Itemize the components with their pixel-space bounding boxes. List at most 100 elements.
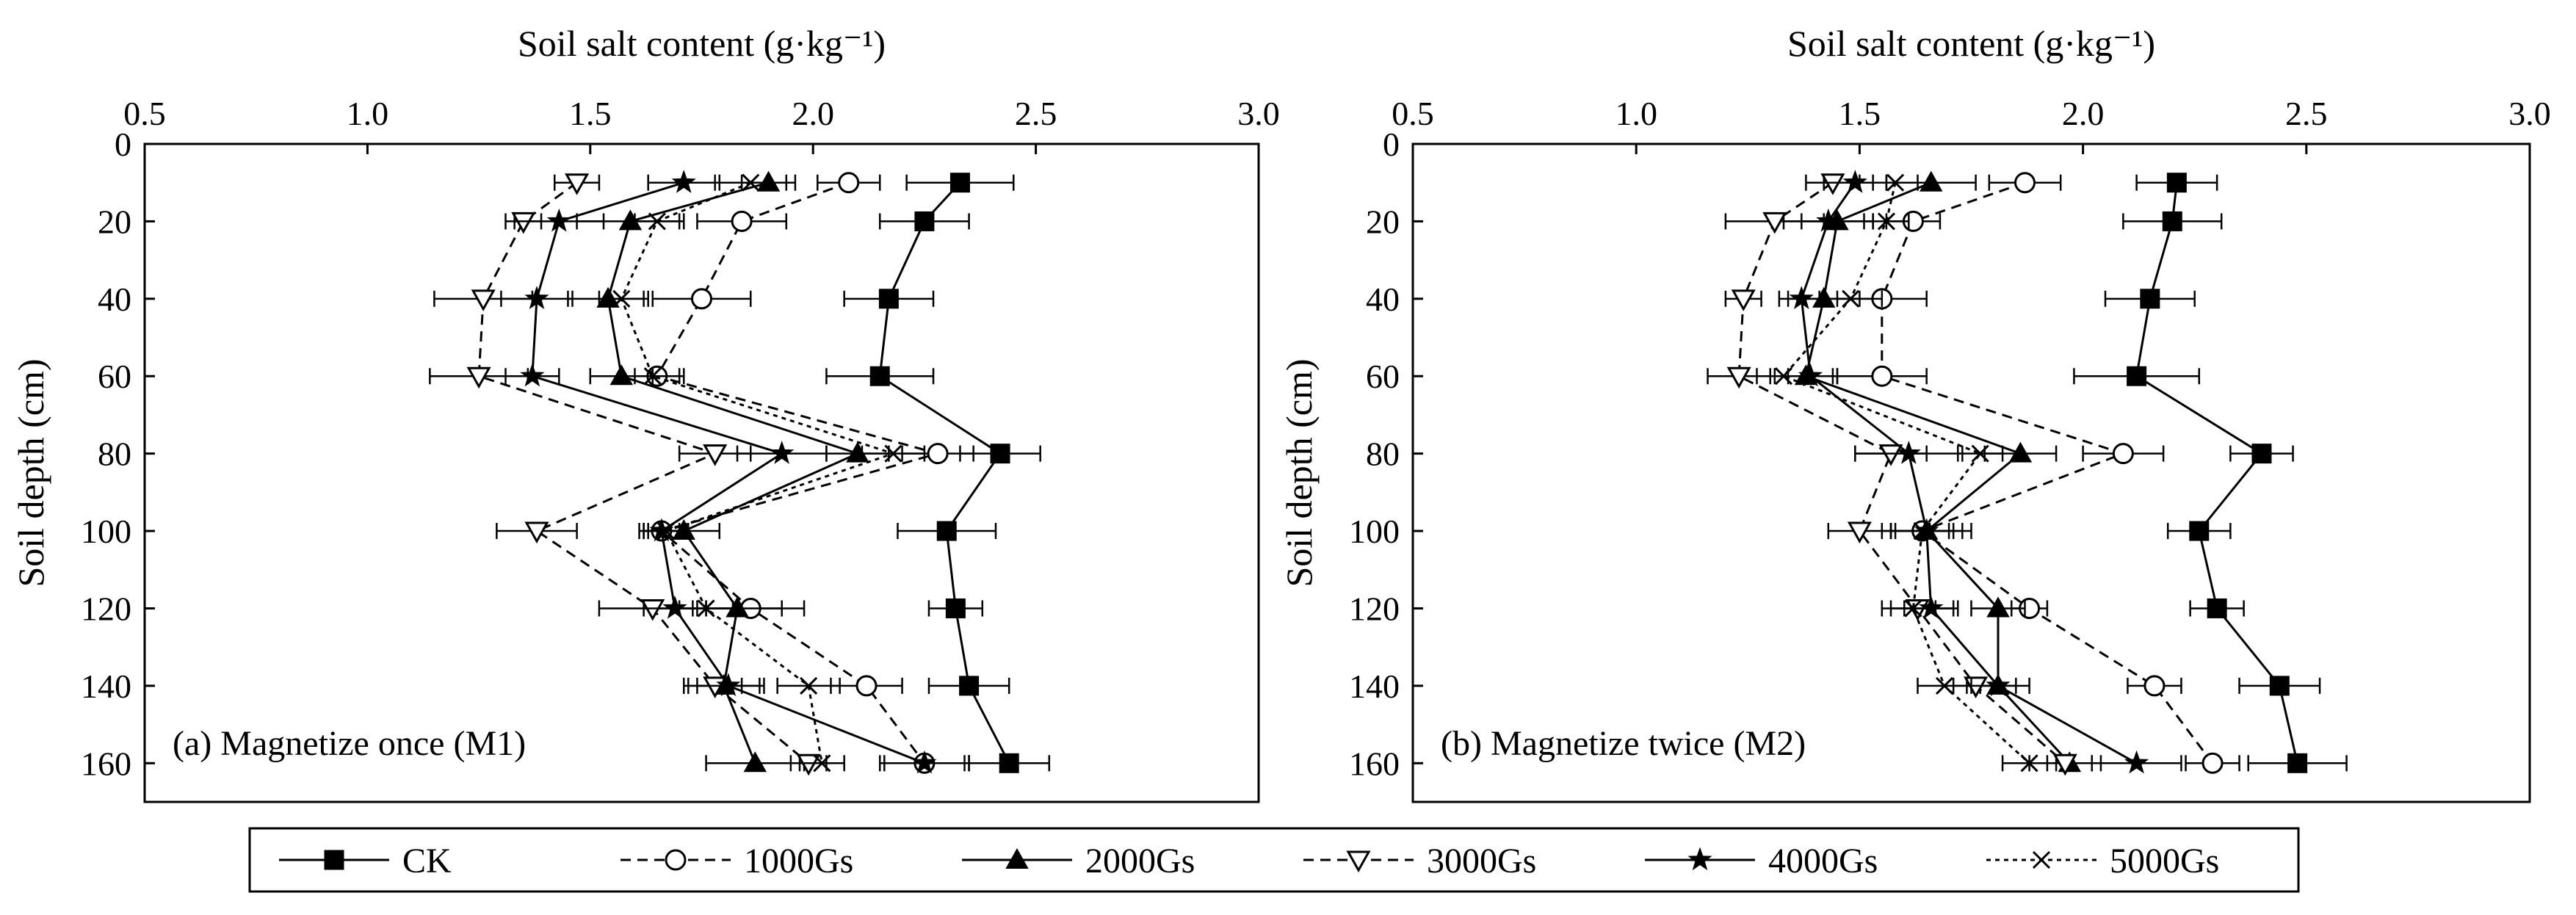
data-point xyxy=(1762,211,1787,234)
data-point-stroke-b xyxy=(1842,289,1860,308)
data-point-stroke-b xyxy=(1886,173,1905,192)
data-point-stroke-b xyxy=(1877,212,1895,231)
data-point xyxy=(2143,675,2166,697)
data-point xyxy=(1847,521,1872,544)
data-point xyxy=(2269,676,2290,696)
data-point xyxy=(2140,289,2160,309)
y-tick-label: 60 xyxy=(1366,358,1400,395)
y-tick-label: 20 xyxy=(1366,203,1400,240)
legend-marker-stroke-b xyxy=(2032,850,2051,869)
data-point-stroke-b xyxy=(656,521,676,540)
panel-a: 0.5 1.0 1.5 2.0 2.5 3.0 0 20 40 60 80 100 120 140 160 S… xyxy=(10,23,1280,803)
data-point xyxy=(1731,289,1756,311)
y-axis-title: Soil depth (cm) xyxy=(1278,358,1320,587)
data-point-stroke-b xyxy=(800,676,818,695)
legend-item-4000gs: 4000Gs xyxy=(1645,842,1878,880)
data-point-stroke-b xyxy=(1774,367,1793,386)
data-point xyxy=(855,675,878,697)
legend-marker xyxy=(2032,850,2051,869)
y-tick-label: 120 xyxy=(1349,590,1400,627)
data-point xyxy=(2127,366,2147,386)
series-ck xyxy=(825,173,1051,773)
data-point xyxy=(672,519,695,540)
data-point xyxy=(565,173,590,195)
data-point xyxy=(520,363,545,387)
data-point xyxy=(648,212,666,231)
y-tick-label: 140 xyxy=(81,668,131,705)
data-point xyxy=(1920,170,1943,192)
series-2000gs xyxy=(1773,170,2094,773)
data-point-stroke-b xyxy=(1904,599,1922,618)
series-line xyxy=(1781,182,2030,764)
legend-marker xyxy=(324,850,344,870)
data-point xyxy=(546,208,571,232)
data-point xyxy=(2201,752,2224,774)
data-point xyxy=(846,441,869,463)
data-point xyxy=(884,444,902,463)
data-point xyxy=(2189,521,2210,541)
data-point xyxy=(2251,444,2272,464)
data-point xyxy=(743,751,767,773)
data-point-stroke-b xyxy=(612,289,631,308)
data-point xyxy=(1871,365,1893,387)
data-point xyxy=(1935,676,1954,695)
legend-label: 1000Gs xyxy=(744,842,853,880)
data-point xyxy=(511,211,536,234)
data-point xyxy=(1971,444,1989,463)
data-point xyxy=(1886,173,1905,192)
legend-marker xyxy=(1005,847,1029,869)
y-tick-label: 80 xyxy=(98,435,131,473)
data-point-stroke-b xyxy=(648,212,666,231)
x-tick-label: 3.0 xyxy=(2508,95,2551,132)
data-point xyxy=(1986,596,2010,618)
x-tick-label: 2.5 xyxy=(1015,95,1057,132)
legend-marker xyxy=(1687,847,1712,871)
data-point xyxy=(1904,599,1922,618)
data-point xyxy=(703,444,728,466)
x-tick-label: 1.5 xyxy=(1839,95,1881,132)
data-point-stroke-b xyxy=(2020,754,2038,773)
y-tick-label: 40 xyxy=(98,281,131,318)
data-point xyxy=(640,598,665,621)
x-tick-label: 1.0 xyxy=(347,95,389,132)
series-line xyxy=(620,181,897,764)
data-point xyxy=(1816,208,1841,232)
x-tick-label: 0.5 xyxy=(1392,95,1434,132)
panel-b: 0.5 1.0 1.5 2.0 2.5 3.0 0 20 40 60 80 100 120 140 160 S… xyxy=(1278,23,2551,803)
legend-item-ck: CK xyxy=(279,842,452,880)
legend-marker xyxy=(1346,850,1371,873)
data-point xyxy=(2014,172,2036,194)
y-tick-label: 160 xyxy=(81,745,131,782)
legend-label: 3000Gs xyxy=(1427,842,1536,880)
series-5000gs xyxy=(1756,173,2058,773)
data-point-stroke-b xyxy=(1913,521,1931,540)
data-point xyxy=(990,444,1010,464)
data-point xyxy=(1789,286,1814,310)
data-point xyxy=(691,288,712,310)
legend: CK 1000Gs 2000Gs 3000Gs 4000Gs 5000Gs xyxy=(248,827,2300,893)
data-point xyxy=(524,521,549,544)
data-point xyxy=(756,170,781,192)
data-point xyxy=(2287,753,2308,773)
y-tick-label: 60 xyxy=(98,358,131,395)
panel-label: (a) Magnetize once (M1) xyxy=(173,724,526,763)
data-point xyxy=(1964,676,1989,698)
series-line xyxy=(1881,181,2214,764)
data-point xyxy=(2162,211,2182,231)
x-axis-title: Soil salt content (g·kg⁻¹) xyxy=(1787,23,2155,64)
data-point xyxy=(878,289,899,309)
series-line xyxy=(1804,181,2071,764)
data-point xyxy=(1919,596,1944,619)
x-tick-label: 2.5 xyxy=(2285,95,2328,132)
data-point xyxy=(1774,367,1793,386)
data-point xyxy=(999,753,1019,773)
legend-marker xyxy=(665,849,687,871)
data-point xyxy=(1726,366,1751,389)
data-point xyxy=(662,596,687,619)
y-axis-title: Soil depth (cm) xyxy=(10,358,51,587)
data-point-stroke-b xyxy=(884,444,902,463)
plot-frame-a xyxy=(143,142,1260,803)
y-tick-label: 80 xyxy=(1366,435,1400,473)
data-point-stroke-b xyxy=(1971,444,1989,463)
